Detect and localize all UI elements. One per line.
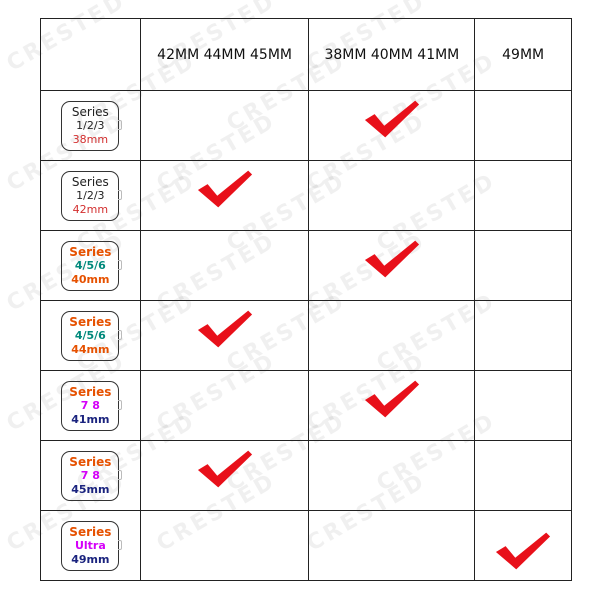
model-line3: 42mm — [72, 202, 109, 216]
model-line3: 40mm — [71, 272, 110, 286]
model-line2: 4/5/6 — [74, 258, 106, 272]
checkmark-icon — [197, 310, 252, 347]
model-line3: 44mm — [71, 342, 110, 356]
compat-cell — [139, 160, 310, 231]
model-line3: 49mm — [71, 552, 110, 566]
model-line3: 41mm — [71, 412, 110, 426]
table-row: Series 1/2/3 38mm — [40, 90, 572, 161]
compat-cell — [308, 300, 476, 371]
checkmark-icon — [197, 170, 252, 207]
watch-badge: Series 1/2/3 42mm — [61, 170, 123, 221]
compat-cell — [474, 230, 572, 301]
model-cell: Series 1/2/3 42mm — [40, 160, 141, 231]
table-row: Series 4/5/6 44mm — [40, 300, 572, 371]
compat-cell — [308, 370, 476, 441]
compat-cell — [139, 440, 310, 511]
model-line1: Series — [69, 454, 112, 469]
checkmark-icon — [364, 380, 419, 417]
compat-cell — [474, 160, 572, 231]
checkmark-icon — [496, 532, 551, 569]
model-cell: Series 1/2/3 38mm — [40, 90, 141, 161]
model-line2: 1/2/3 — [76, 118, 105, 132]
checkmark-icon — [197, 450, 252, 487]
model-line1: Series — [69, 524, 112, 539]
model-cell: Series 7 8 41mm — [40, 370, 141, 441]
watch-badge: Series 7 8 45mm — [61, 450, 123, 501]
compat-cell — [474, 510, 572, 581]
compat-cell — [139, 90, 310, 161]
compat-cell — [474, 440, 572, 511]
header-large-sizes: 42MM 44MM 45MM — [139, 18, 310, 91]
model-line2: 7 8 — [80, 468, 100, 482]
compat-cell — [139, 300, 310, 371]
model-line2: 7 8 — [80, 398, 100, 412]
table-row: Series 7 8 41mm — [40, 370, 572, 441]
compat-cell — [474, 370, 572, 441]
compat-cell — [308, 510, 476, 581]
table-row: Series 1/2/3 42mm — [40, 160, 572, 231]
model-cell: Series 4/5/6 44mm — [40, 300, 141, 371]
compat-cell — [308, 160, 476, 231]
model-line1: Series — [71, 104, 109, 119]
compat-cell — [139, 230, 310, 301]
model-line3: 45mm — [71, 482, 110, 496]
compatibility-table: 42MM 44MM 45MM 38MM 40MM 41MM 49MM Serie… — [40, 18, 572, 581]
compat-cell — [139, 370, 310, 441]
table-row: Series Ultra 49mm — [40, 510, 572, 581]
model-line2: 4/5/6 — [74, 328, 106, 342]
model-line3: 38mm — [72, 132, 109, 146]
compat-cell — [474, 300, 572, 371]
checkmark-icon — [364, 100, 419, 137]
model-cell: Series 7 8 45mm — [40, 440, 141, 511]
table-row: Series 4/5/6 40mm — [40, 230, 572, 301]
header-ultra-size: 49MM — [474, 18, 572, 91]
model-cell: Series 4/5/6 40mm — [40, 230, 141, 301]
model-line2: Ultra — [74, 538, 106, 552]
header-row: 42MM 44MM 45MM 38MM 40MM 41MM 49MM — [40, 18, 572, 91]
watch-badge: Series 7 8 41mm — [61, 380, 123, 431]
watch-badge: Series 4/5/6 44mm — [61, 310, 123, 361]
compat-cell — [308, 230, 476, 301]
model-line1: Series — [69, 314, 112, 329]
watch-badge: Series Ultra 49mm — [61, 520, 123, 571]
header-small-sizes: 38MM 40MM 41MM — [308, 18, 476, 91]
model-line1: Series — [69, 384, 112, 399]
watch-badge: Series 1/2/3 38mm — [61, 100, 123, 151]
model-line2: 1/2/3 — [76, 188, 105, 202]
table-row: Series 7 8 45mm — [40, 440, 572, 511]
model-line1: Series — [71, 174, 109, 189]
watch-badge: Series 4/5/6 40mm — [61, 240, 123, 291]
compat-cell — [139, 510, 310, 581]
header-corner — [40, 18, 141, 91]
model-line1: Series — [69, 244, 112, 259]
compat-cell — [308, 440, 476, 511]
model-cell: Series Ultra 49mm — [40, 510, 141, 581]
compat-cell — [474, 90, 572, 161]
checkmark-icon — [364, 240, 419, 277]
compat-cell — [308, 90, 476, 161]
